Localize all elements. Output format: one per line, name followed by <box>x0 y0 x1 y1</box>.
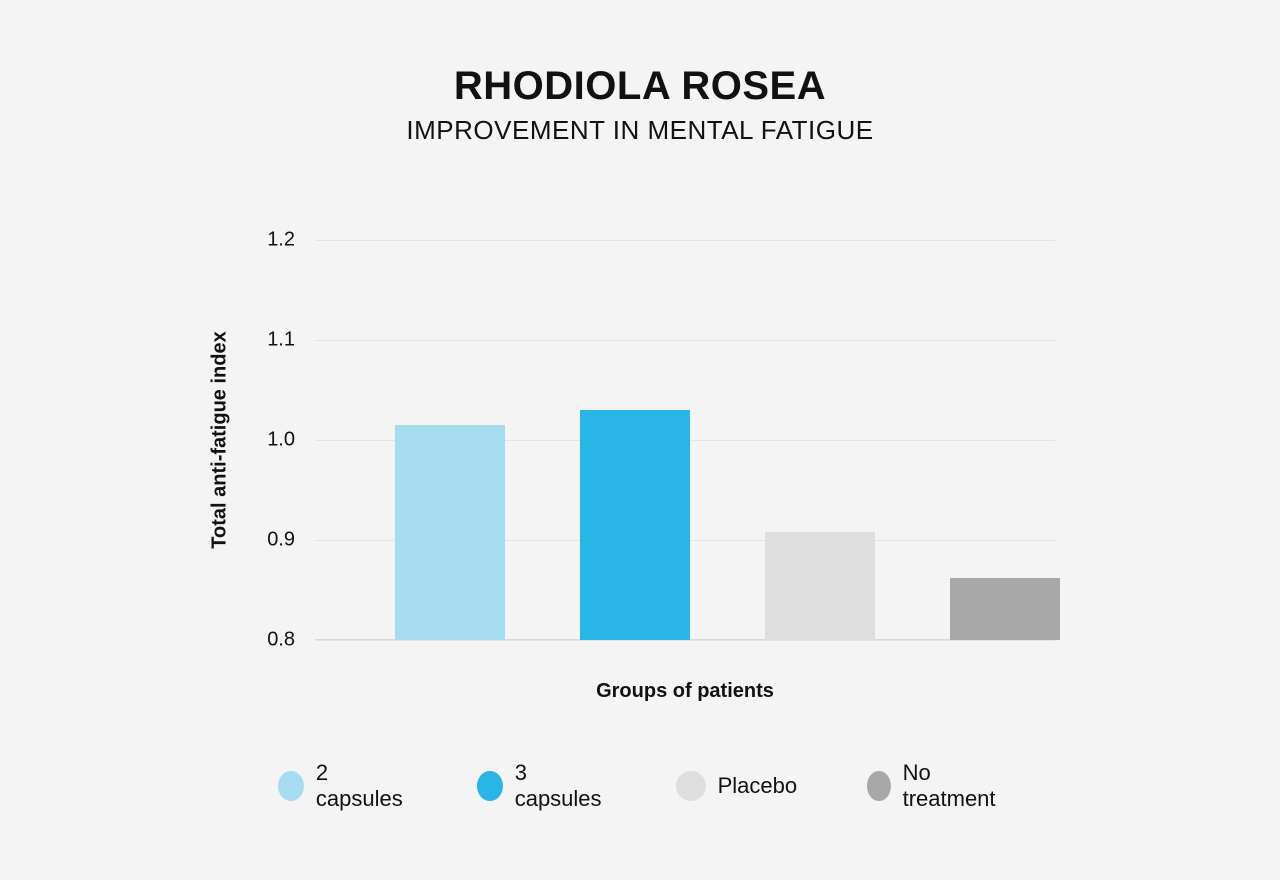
title-block: RHODIOLA ROSEA IMPROVEMENT IN MENTAL FAT… <box>0 64 1280 146</box>
chart-canvas: RHODIOLA ROSEA IMPROVEMENT IN MENTAL FAT… <box>0 0 1280 880</box>
chart-title: RHODIOLA ROSEA <box>0 64 1280 109</box>
y-axis-label: Total anti-fatigue index <box>209 331 232 548</box>
legend-label: 3 capsules <box>515 760 606 812</box>
y-tick-label: 0.8 <box>267 629 295 652</box>
bar <box>580 410 690 640</box>
y-tick-label: 1.0 <box>267 429 295 452</box>
legend-item: No treatment <box>867 760 1002 812</box>
legend-swatch <box>676 771 706 801</box>
bar <box>765 532 875 640</box>
legend-item: Placebo <box>676 771 798 801</box>
plot <box>315 240 1055 640</box>
y-tick-label: 1.1 <box>267 329 295 352</box>
bar <box>395 425 505 640</box>
legend-swatch <box>477 771 503 801</box>
y-tick-label: 1.2 <box>267 229 295 252</box>
legend-swatch <box>278 771 304 801</box>
legend-label: No treatment <box>903 760 1002 812</box>
legend-swatch <box>867 771 890 801</box>
gridline <box>315 640 1055 641</box>
legend: 2 capsules 3 capsules Placebo No treatment <box>278 760 1002 812</box>
y-tick-label: 0.9 <box>267 529 295 552</box>
bar <box>950 578 1060 640</box>
gridline <box>315 240 1055 241</box>
legend-item: 3 capsules <box>477 760 606 812</box>
legend-item: 2 capsules <box>278 760 407 812</box>
legend-label: 2 capsules <box>316 760 407 812</box>
legend-label: Placebo <box>718 773 798 799</box>
gridline <box>315 340 1055 341</box>
x-axis-label: Groups of patients <box>315 680 1055 703</box>
plot-area: Total anti-fatigue index Groups of patie… <box>315 240 1055 640</box>
chart-subtitle: IMPROVEMENT IN MENTAL FATIGUE <box>0 115 1280 146</box>
